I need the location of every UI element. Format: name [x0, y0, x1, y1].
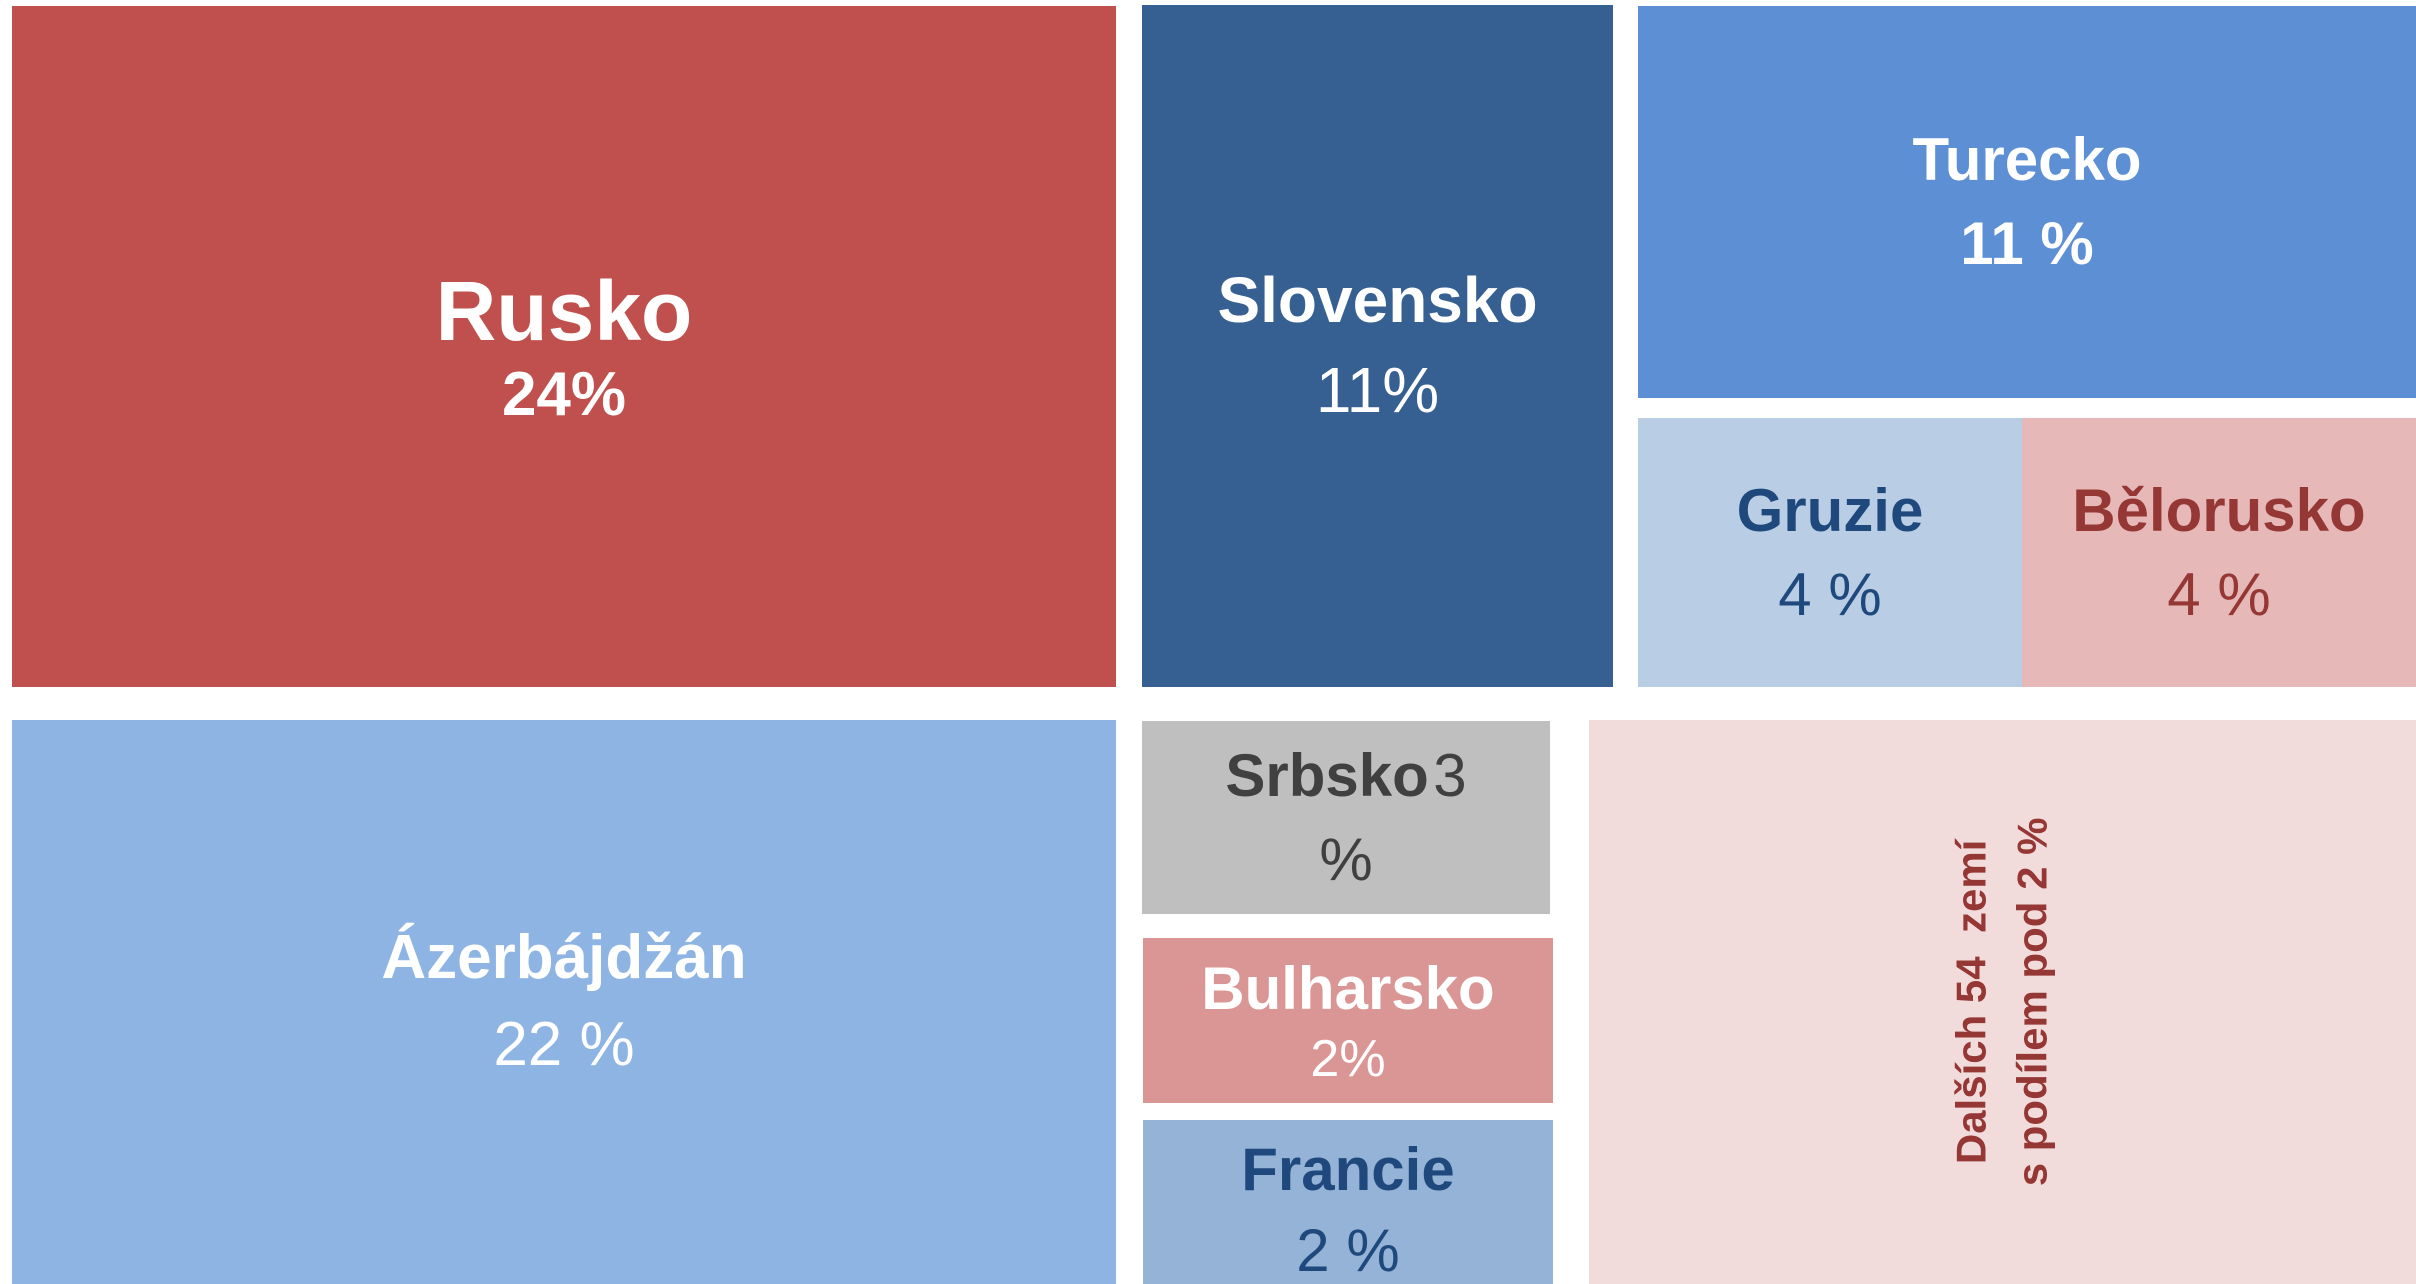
tile-share: 4 % — [2167, 560, 2271, 628]
tile-francie: Francie 2 % — [1143, 1120, 1553, 1284]
tile-name: Slovensko — [1217, 264, 1538, 337]
others-label: Dalších 54 zemí s podílem pod 2 % — [1942, 818, 2064, 1187]
tile-name: Ázerbájdžán — [381, 923, 747, 993]
tile-share: 11% — [1315, 354, 1440, 426]
tile-name: Francie — [1241, 1136, 1455, 1203]
tile-share: 2 % — [1296, 1217, 1400, 1284]
tile-share: 22 % — [493, 1010, 635, 1079]
tile-name: Bělorusko — [2072, 476, 2366, 544]
tile-name: Rusko — [435, 263, 693, 358]
tile-name: Gruzie — [1736, 476, 1924, 544]
others-line: s podílem pod 2 % — [2008, 817, 2056, 1187]
tile-bulharsko: Bulharsko 2% — [1143, 938, 1553, 1103]
tile-rusko: Rusko 24% — [12, 6, 1116, 687]
tile-share: 2% — [1310, 1030, 1386, 1089]
tile-name: Srbsko — [1225, 741, 1429, 809]
tile-name: Turecko — [1912, 126, 2142, 193]
tile-share: 4 % — [1778, 560, 1882, 628]
tile-belorusko: Bělorusko 4 % — [2022, 418, 2416, 687]
tile-srbsko: Srbsko 3 % — [1142, 721, 1550, 914]
tile-label: Srbsko 3 % — [1196, 734, 1496, 902]
tile-slovensko: Slovensko 11% — [1142, 5, 1613, 687]
tile-share: 11 % — [1960, 210, 2094, 277]
tile-turecko: Turecko 11 % — [1638, 6, 2416, 398]
tile-azerbajdzan: Ázerbájdžán 22 % — [12, 720, 1116, 1284]
others-line: Dalších 54 zemí — [1947, 839, 1995, 1165]
tile-share: 3 % — [1319, 741, 1467, 893]
tile-name: Bulharsko — [1201, 955, 1495, 1023]
tile-gruzie: Gruzie 4 % — [1638, 418, 2022, 687]
tile-share: 24% — [501, 360, 627, 430]
tile-others: Dalších 54 zemí s podílem pod 2 % — [1589, 720, 2416, 1284]
